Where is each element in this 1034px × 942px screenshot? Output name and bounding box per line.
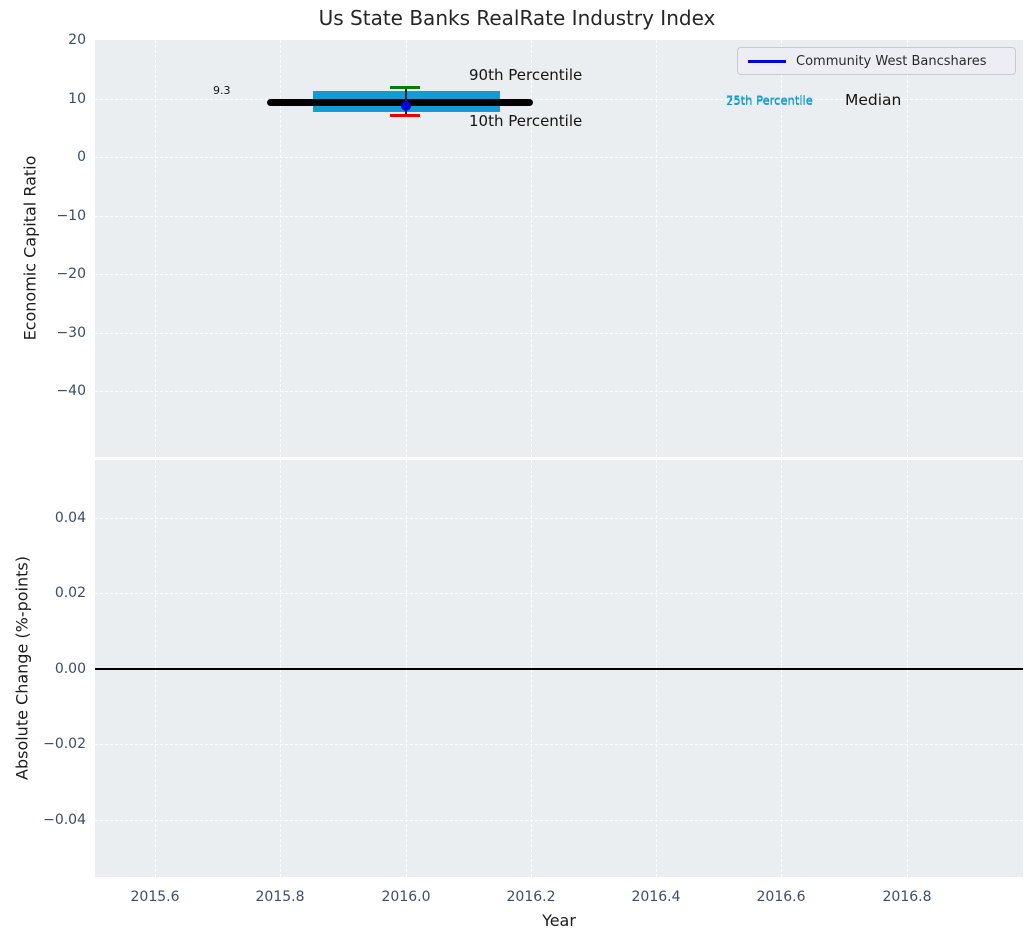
bottom-plot-area [95, 460, 1023, 877]
y-tick: 10 [68, 91, 86, 107]
company-point-marker [401, 101, 411, 111]
legend: Community West Bancshares [737, 47, 1016, 75]
y-tick: 0 [77, 149, 86, 165]
y-tick: 20 [68, 32, 86, 48]
gridline-vertical [531, 40, 532, 457]
gridline-horizontal [95, 216, 1023, 217]
p75-annotation: 75th Percentile [726, 93, 813, 107]
y-tick: −0.04 [43, 812, 86, 828]
p90-cap [390, 86, 420, 89]
y-tick: −0.02 [43, 736, 86, 752]
gridline-vertical [907, 40, 908, 457]
y-tick: −30 [56, 325, 86, 341]
top-plot-area: 9.3 90th Percentile 10th Percentile 75th… [95, 40, 1023, 457]
median-annotation: Median [845, 91, 902, 109]
legend-line-swatch [748, 59, 786, 63]
x-tick: 2016.0 [381, 889, 431, 905]
chart-title: Us State Banks RealRate Industry Index [318, 6, 716, 30]
median-value-label: 9.3 [213, 84, 231, 97]
gridline-horizontal [95, 99, 1023, 100]
gridline-vertical [280, 40, 281, 457]
gridline-horizontal [95, 518, 1023, 519]
gridline-vertical [656, 40, 657, 457]
y-tick: 0.00 [54, 661, 86, 677]
p25-annotation: 25th Percentile [726, 94, 813, 108]
top-y-axis-label: Economic Capital Ratio [20, 155, 40, 341]
gridline-horizontal [95, 274, 1023, 275]
median-line [267, 99, 533, 106]
gridline-horizontal [95, 333, 1023, 334]
x-tick: 2016.4 [631, 889, 681, 905]
p10-annotation: 10th Percentile [469, 112, 583, 130]
x-tick: 2016.2 [506, 889, 556, 905]
gridline-horizontal [95, 744, 1023, 745]
gridline-horizontal [95, 820, 1023, 821]
gridline-vertical [406, 40, 407, 457]
gridline-vertical [155, 40, 156, 457]
y-tick: −10 [56, 208, 86, 224]
x-axis-label: Year [542, 911, 576, 930]
gridline-horizontal [95, 391, 1023, 392]
legend-label: Community West Bancshares [796, 53, 987, 69]
x-tick: 2016.8 [882, 889, 932, 905]
x-tick: 2015.6 [130, 889, 180, 905]
p10-cap [390, 114, 420, 117]
x-tick: 2015.8 [255, 889, 305, 905]
zero-line [95, 668, 1023, 670]
gridline-horizontal [95, 157, 1023, 158]
y-tick: 0.04 [54, 510, 86, 526]
bottom-y-axis-label: Absolute Change (%-points) [12, 556, 32, 780]
x-tick: 2016.6 [756, 889, 806, 905]
y-tick: −20 [56, 266, 86, 282]
p90-annotation: 90th Percentile [469, 66, 583, 84]
gridline-horizontal [95, 593, 1023, 594]
y-tick: 0.02 [54, 585, 86, 601]
gridline-vertical [781, 40, 782, 457]
y-tick: −40 [56, 383, 86, 399]
